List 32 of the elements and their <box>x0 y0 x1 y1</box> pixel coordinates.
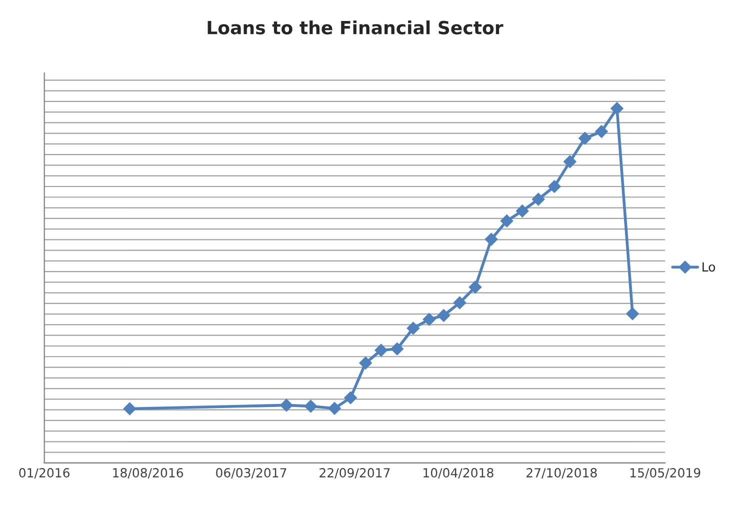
point <box>516 204 529 218</box>
point <box>500 214 514 228</box>
point <box>564 155 576 168</box>
x-tick-label: 27/10/2018 <box>526 468 597 478</box>
x-tick-label: 10/04/2018 <box>424 468 494 478</box>
legend-label: Lo <box>702 262 716 272</box>
point <box>422 313 436 326</box>
point <box>304 400 318 413</box>
point <box>484 232 498 246</box>
point <box>578 132 592 145</box>
point <box>468 280 482 294</box>
point <box>344 391 357 404</box>
point <box>437 309 450 322</box>
x-tick-label: 06/03/2017 <box>216 468 286 478</box>
point <box>453 296 466 310</box>
point <box>626 307 639 320</box>
point <box>374 344 388 357</box>
point <box>359 356 372 370</box>
chart-title: Loans to the Financial Sector <box>208 20 504 34</box>
x-tick-label: 15/05/2019 <box>630 468 700 478</box>
point <box>123 402 136 416</box>
point <box>406 322 420 335</box>
x-tick-label: 22/09/2017 <box>320 468 390 478</box>
x-tick-label: 18/08/2016 <box>113 468 184 478</box>
point <box>328 402 341 415</box>
point <box>548 180 561 193</box>
point <box>390 342 404 356</box>
point <box>532 192 545 206</box>
point <box>595 125 608 138</box>
point <box>280 398 293 412</box>
point <box>610 102 624 115</box>
x-tick-label: 01/2016 <box>19 468 70 478</box>
